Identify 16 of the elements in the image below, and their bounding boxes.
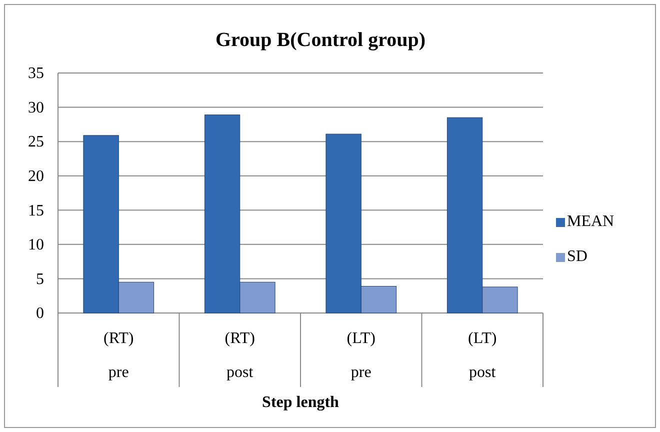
y-tick-label: 15 — [28, 202, 44, 220]
y-tick-label: 10 — [28, 236, 44, 254]
y-tick-label: 20 — [28, 168, 44, 185]
x-tick-label: (LT) post — [468, 330, 497, 381]
x-tick-label: (RT) post — [224, 330, 255, 381]
legend-label: MEAN — [567, 213, 615, 230]
y-tick-label: 5 — [36, 270, 44, 288]
chart-title: Group B(Control group) — [215, 29, 426, 51]
y-tick-label: 25 — [28, 134, 44, 151]
x-tick-label: (RT) pre — [104, 330, 134, 381]
x-tick-label: (LT) pre — [346, 330, 376, 381]
y-tick-label: 30 — [28, 99, 44, 116]
x-axis-title: Step length — [262, 394, 340, 411]
legend-label: SD — [567, 248, 588, 265]
y-tick-label: 35 — [28, 65, 44, 82]
y-tick-label: 0 — [36, 305, 44, 322]
